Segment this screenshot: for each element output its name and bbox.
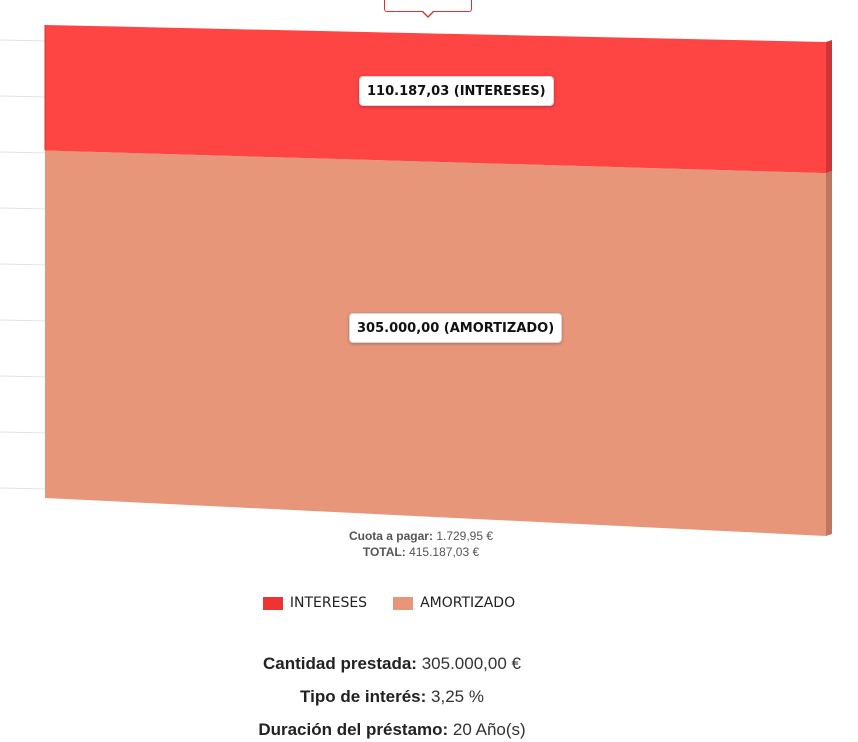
legend-swatch-amortizado — [393, 596, 414, 610]
gridlines — [0, 39, 49, 490]
gridline — [0, 151, 49, 154]
total-caption: TOTAL: 415.187,03 € — [362, 545, 480, 559]
loan-duration: Duración del préstamo: 20 Año(s) — [258, 720, 526, 739]
bar-segment-amortizado[interactable] — [45, 150, 826, 536]
data-label-intereses: 110.187,03 (INTERESES) — [359, 76, 554, 106]
legend-item-intereses[interactable]: INTERESES — [262, 595, 368, 611]
bar-side-amortizado — [826, 171, 832, 536]
legend-swatch-intereses — [262, 596, 283, 610]
gridline — [0, 487, 49, 490]
loan-amount: Cantidad prestada: 305.000,00 € — [263, 654, 521, 673]
legend: INTERESES AMORTIZADO — [0, 595, 778, 611]
gridline — [0, 207, 49, 210]
cuota-caption: Cuota a pagar: 1.729,95 € — [348, 529, 494, 543]
bar-side-intereses — [826, 40, 832, 174]
gridline — [0, 95, 49, 98]
gridline — [0, 431, 49, 434]
data-label-amortizado: 305.000,00 (AMORTIZADO) — [349, 313, 563, 343]
gridline — [0, 39, 49, 42]
gridline — [0, 375, 49, 378]
tooltip-pointer — [384, 0, 472, 18]
interest-rate: Tipo de interés: 3,25 % — [300, 687, 484, 706]
legend-item-amortizado[interactable]: AMORTIZADO — [393, 595, 515, 611]
legend-label-intereses: INTERESES — [289, 595, 368, 611]
legend-label-amortizado: AMORTIZADO — [420, 595, 516, 611]
gridline — [0, 319, 49, 322]
gridline — [0, 263, 49, 266]
